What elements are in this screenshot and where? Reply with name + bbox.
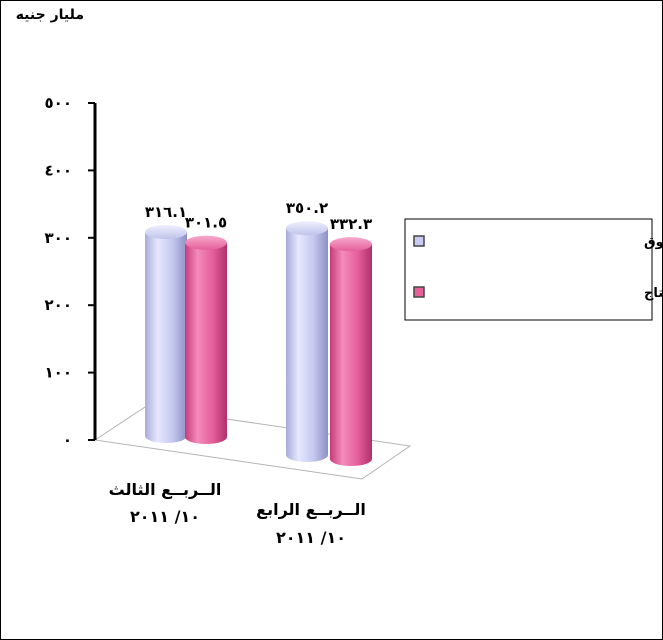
legend-swatch-factor-cost bbox=[413, 286, 425, 298]
bar-body bbox=[145, 232, 187, 443]
y-tick-label: ٤٠٠ bbox=[45, 161, 72, 179]
data-label: ٣٥٠.٢ bbox=[286, 199, 328, 217]
category-label: الــربــع الرابع bbox=[256, 500, 366, 519]
bar bbox=[330, 237, 372, 466]
bar-body bbox=[185, 242, 227, 444]
legend-label-factor-cost: الناتج المحلى بتكلفة عوامل الإنتاج bbox=[644, 286, 663, 301]
bar-top bbox=[185, 235, 227, 250]
data-label: ٣٣٢.٣ bbox=[330, 215, 372, 233]
bar bbox=[145, 225, 187, 443]
legend-box bbox=[404, 218, 653, 321]
category-date-label: ١٠/ ٢٠١١ bbox=[130, 507, 200, 526]
y-tick-label: ٢٠٠ bbox=[45, 296, 72, 314]
category-date-label: ١٠/ ٢٠١١ bbox=[276, 528, 346, 547]
category-label: الــربــع الثالث bbox=[109, 480, 222, 499]
bar-body bbox=[286, 228, 328, 462]
legend-swatch-market-price bbox=[413, 235, 425, 247]
y-tick-label: ٣٠٠ bbox=[45, 229, 72, 247]
legend: الناتج المحلى بأسعار السوق الناتج المحلى… bbox=[404, 218, 663, 321]
bar-top bbox=[330, 237, 372, 252]
bar-top bbox=[145, 225, 187, 239]
bar bbox=[286, 221, 328, 462]
y-tick-label: ٥٠٠ bbox=[45, 94, 72, 112]
y-tick-label: ١٠٠ bbox=[45, 364, 72, 382]
data-label: ٣٠١.٥ bbox=[185, 214, 227, 232]
y-axis-label: مليار جنيه bbox=[16, 7, 84, 23]
y-tick-label: ٠ bbox=[63, 431, 72, 449]
bar-top bbox=[286, 221, 328, 236]
data-label: ٣١٦.١ bbox=[145, 203, 187, 221]
bar bbox=[185, 235, 227, 444]
bar-body bbox=[330, 244, 372, 466]
legend-label-market-price: الناتج المحلى بأسعار السوق bbox=[644, 233, 663, 250]
